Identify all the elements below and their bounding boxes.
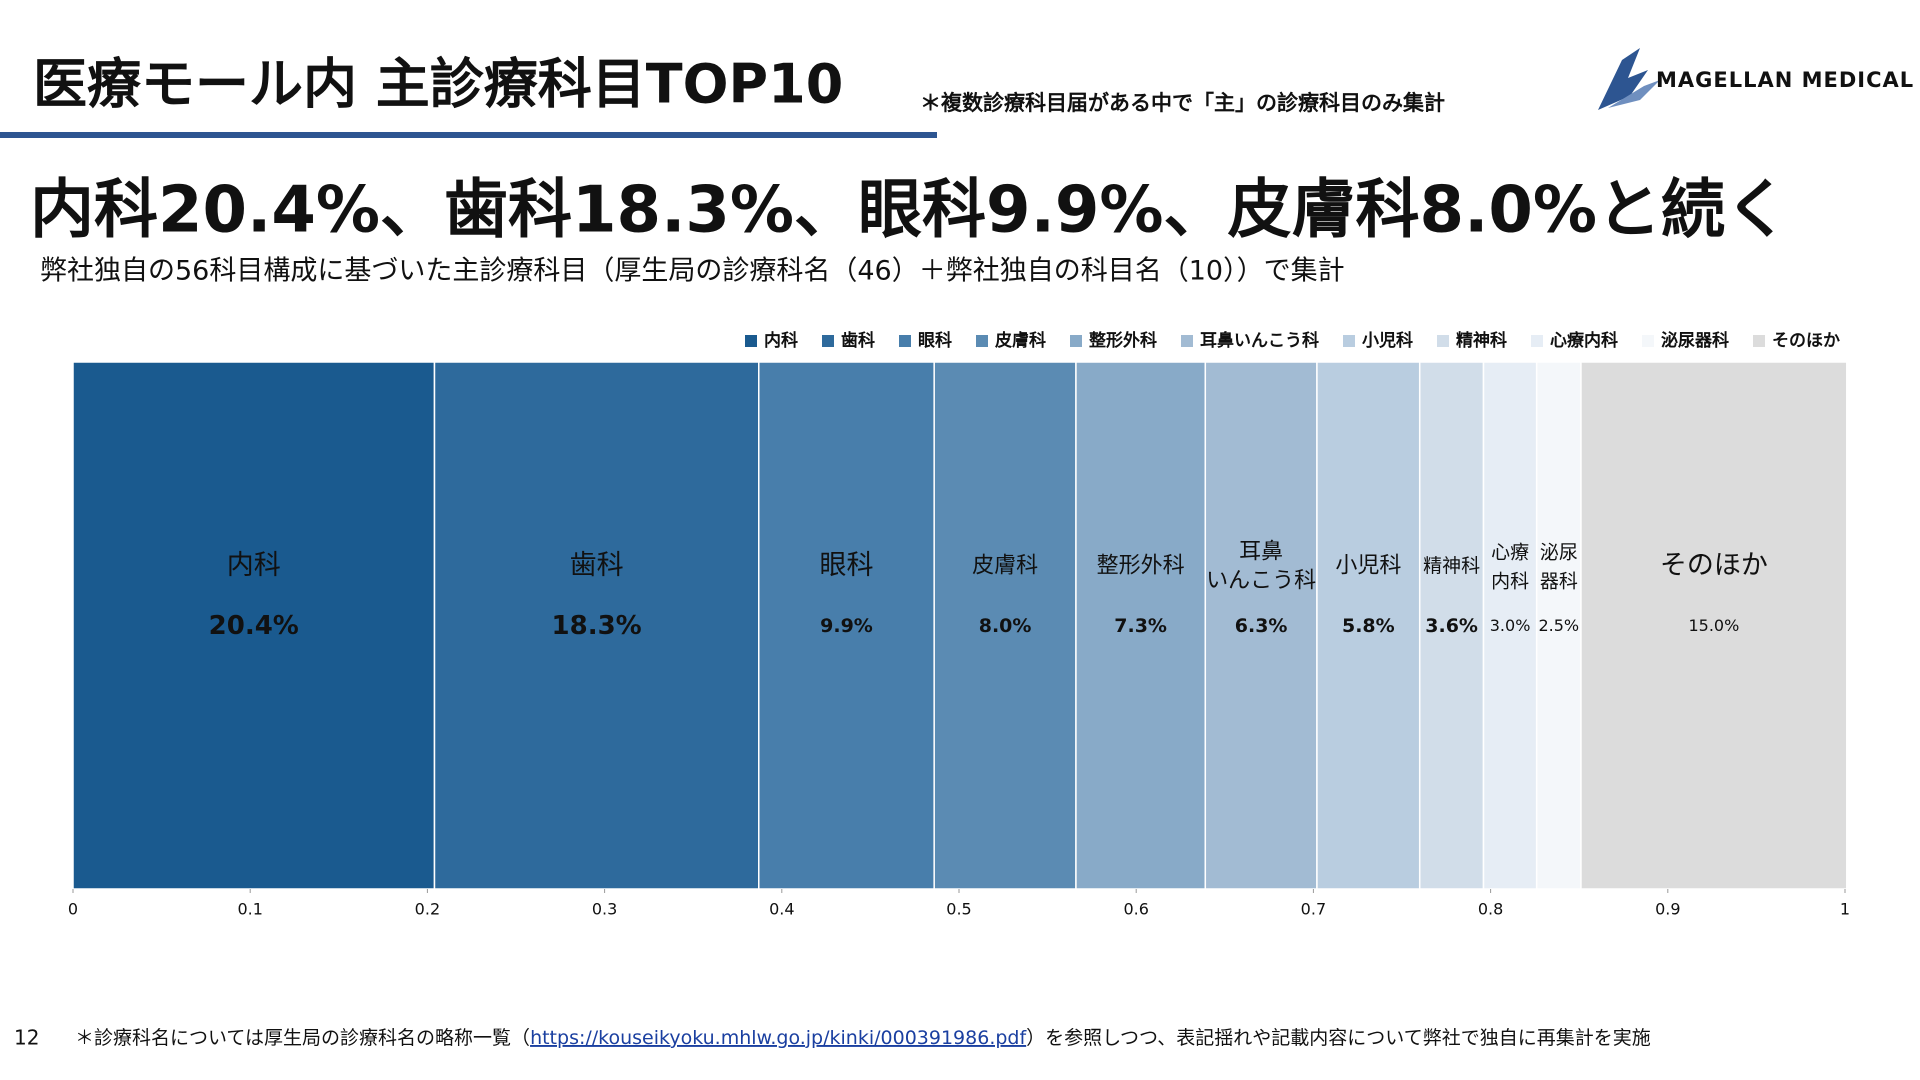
chart: 内科20.4%歯科18.3%眼科9.9%皮膚科8.0%整形外科7.3%耳鼻いんこ… — [68, 330, 1850, 919]
segment-label: 皮膚科 — [972, 554, 1038, 579]
legend-label: そのほか — [1772, 331, 1840, 351]
segment-label: 整形外科 — [1097, 554, 1185, 579]
legend-label: 整形外科 — [1089, 330, 1157, 351]
x-tick-label: 0.6 — [1123, 900, 1148, 919]
x-tick-label: 0.8 — [1478, 900, 1503, 919]
bar-segment — [1316, 361, 1421, 890]
footnote-link[interactable]: https://kouseikyoku.mhlw.go.jp/kinki/000… — [530, 1027, 1027, 1049]
bar-segment — [1075, 361, 1207, 890]
value-label: 20.4% — [209, 611, 299, 641]
segment-label: 心療内科 — [1491, 541, 1529, 592]
segment-label: 耳鼻いんこう科 — [1206, 540, 1316, 594]
bar-segment — [433, 361, 760, 890]
x-tick-label: 0 — [68, 900, 78, 919]
segment-label: 内科 — [227, 550, 281, 581]
bar-segment — [1418, 361, 1485, 890]
legend-label: 精神科 — [1456, 330, 1507, 351]
value-label: 3.0% — [1490, 616, 1531, 635]
legend-swatch — [745, 335, 757, 347]
bar-segment — [1580, 361, 1848, 890]
x-tick-label: 0.1 — [237, 900, 262, 919]
segment-label-line: 耳鼻 — [1239, 540, 1283, 565]
value-label: 5.8% — [1342, 615, 1395, 637]
slide-title: 医療モール内 主診療科目TOP10 — [33, 53, 843, 116]
legend-label: 歯科 — [841, 330, 875, 351]
segment-label-line: 泌尿 — [1540, 541, 1578, 563]
x-tick-label: 0.3 — [592, 900, 617, 919]
value-label: 9.9% — [820, 615, 873, 637]
legend-swatch — [1753, 335, 1765, 347]
headline: 内科20.4%、歯科18.3%、眼科9.9%、皮膚科8.0%と続く — [30, 174, 1789, 248]
legend-label: 内科 — [764, 330, 798, 351]
title-note: ＊複数診療科目届がある中で「主」の診療科目のみ集計 — [920, 91, 1445, 115]
legend-label: 眼科 — [918, 330, 952, 351]
footnote-text: ＊診療科名については厚生局の診療科名の略称一覧（ — [75, 1027, 530, 1049]
footnote-text: ）を参照しつつ、表記揺れや記載内容について弊社で独自に再集計を実施 — [1026, 1027, 1651, 1049]
legend-swatch — [822, 335, 834, 347]
x-tick-label: 0.9 — [1655, 900, 1680, 919]
bar-segment — [933, 361, 1077, 890]
legend-swatch — [899, 335, 911, 347]
value-label: 15.0% — [1688, 616, 1739, 635]
legend-swatch — [976, 335, 988, 347]
legend-swatch — [1642, 335, 1654, 347]
segment-label: 泌尿器科 — [1540, 541, 1578, 592]
legend-swatch — [1531, 335, 1543, 347]
x-tick-label: 0.2 — [415, 900, 440, 919]
legend-swatch — [1181, 335, 1193, 347]
value-label: 3.6% — [1425, 615, 1478, 637]
segment-label-line: いんこう科 — [1206, 569, 1316, 594]
bar-segment — [1204, 361, 1318, 890]
segment-label: 眼科 — [819, 550, 873, 581]
value-label: 7.3% — [1114, 615, 1167, 637]
legend-label: 皮膚科 — [995, 330, 1046, 351]
logo-icon-accent — [1608, 80, 1660, 108]
legend-swatch — [1437, 335, 1449, 347]
value-label: 18.3% — [552, 611, 642, 641]
value-label: 8.0% — [979, 615, 1032, 637]
value-label: 6.3% — [1235, 615, 1288, 637]
subtitle: 弊社独自の56科目構成に基づいた主診療科目（厚生局の診療科名（46）＋弊社独自の… — [40, 256, 1345, 287]
bar-segment — [1535, 361, 1582, 890]
footnote: ＊診療科名については厚生局の診療科名の略称一覧（https://kouseiky… — [75, 1027, 1651, 1049]
legend-label: 心療内科 — [1550, 330, 1618, 351]
logo: MAGELLAN MEDICAL — [1598, 48, 1914, 110]
page-number: 12 — [14, 1026, 39, 1050]
legend-label: 耳鼻いんこう科 — [1200, 330, 1319, 351]
x-tick-label: 1 — [1840, 900, 1850, 919]
segment-label: そのほか — [1660, 550, 1768, 581]
segment-label: 精神科 — [1423, 555, 1480, 577]
segment-label-line: 内科 — [1491, 570, 1529, 592]
x-tick-label: 0.7 — [1301, 900, 1326, 919]
legend-label: 小児科 — [1362, 330, 1413, 351]
segment-label-line: 器科 — [1540, 570, 1578, 592]
logo-text: MAGELLAN MEDICAL — [1656, 68, 1914, 92]
logo-icon — [1598, 48, 1648, 110]
legend-swatch — [1343, 335, 1355, 347]
segment-label: 歯科 — [570, 550, 624, 581]
x-tick-label: 0.4 — [769, 900, 794, 919]
title-underline — [0, 132, 937, 138]
legend-swatch — [1070, 335, 1082, 347]
x-tick-label: 0.5 — [946, 900, 971, 919]
segment-label-line: 心療 — [1491, 541, 1529, 563]
segment-label: 小児科 — [1335, 554, 1401, 579]
value-label: 2.5% — [1538, 616, 1579, 635]
legend-label: 泌尿器科 — [1661, 330, 1729, 351]
